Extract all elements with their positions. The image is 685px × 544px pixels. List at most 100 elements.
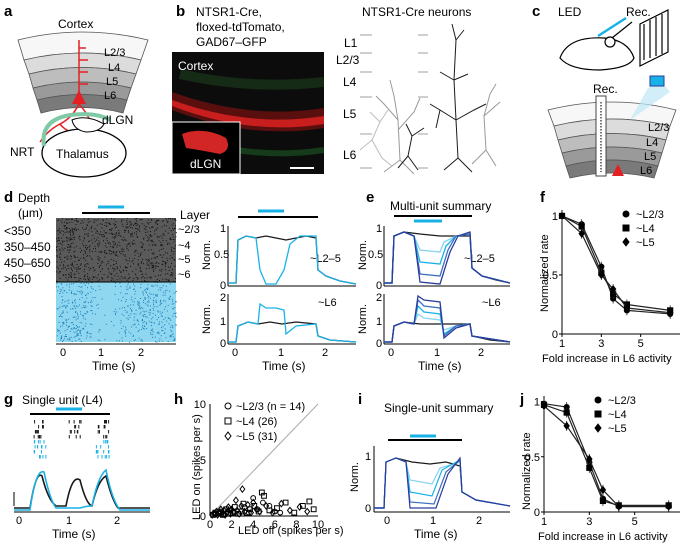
raster-spike-led [160, 300, 162, 302]
raster-spike [109, 250, 111, 252]
raster-spike [83, 265, 85, 267]
raster-spike [105, 242, 107, 244]
raster-spike [116, 251, 117, 252]
raster-spike [114, 253, 116, 255]
raster-spike [142, 247, 143, 249]
raster-spike [91, 228, 92, 229]
raster-spike-led [57, 330, 59, 332]
nrt-shell [41, 112, 111, 147]
raster-spike [66, 227, 68, 229]
raster-spike [93, 277, 95, 278]
raster-spike-led [153, 297, 155, 299]
raster-spike-led [71, 292, 72, 294]
raster-spike [67, 258, 69, 260]
c-layer-l4: L4 [646, 137, 658, 149]
raster-spike [91, 278, 93, 280]
raster-spike-led [120, 320, 122, 322]
raster-spike-led [57, 308, 59, 310]
scatter-point [306, 498, 313, 505]
raster-spike-led [87, 292, 89, 294]
raster-spike-led [170, 336, 172, 337]
raster-spike [78, 266, 80, 268]
raster-spike-led [138, 304, 140, 306]
raster-spike [113, 260, 115, 261]
raster-spike-led [125, 326, 127, 328]
raster-spike [160, 274, 162, 276]
raster-spike-led [150, 333, 152, 335]
raster-spike [140, 218, 142, 220]
raster-spike [102, 220, 104, 221]
raster-spike [145, 226, 147, 228]
raster-spike [89, 245, 91, 247]
raster-spike-led [60, 337, 62, 339]
raster-spike [98, 240, 100, 242]
raster-spike-led [171, 325, 173, 326]
raster-spike-led [61, 289, 62, 291]
raster-spike [171, 218, 173, 220]
raster-spike [169, 239, 171, 241]
raster-spike-led [146, 301, 148, 303]
raster-spike-led [139, 313, 141, 315]
raster-spike-led [61, 313, 63, 314]
raster-spike [118, 232, 120, 234]
e-bottom-legend: ~L6 [482, 297, 501, 309]
raster-spike-led [67, 338, 69, 340]
raster-spike-led [78, 286, 80, 287]
raster-spike [131, 241, 133, 243]
raster-spike-led [168, 317, 170, 319]
raster-spike [160, 244, 162, 246]
raster-spike-led [173, 313, 175, 314]
raster-spike [151, 244, 153, 246]
h-y-tick-label: 5 [200, 455, 206, 467]
raster-spike [105, 264, 107, 266]
raster-spike [93, 219, 95, 221]
raster-spike [79, 268, 81, 270]
raster-spike [94, 276, 96, 278]
raster-spike [119, 250, 121, 252]
raster-spike [56, 256, 58, 258]
raster-spike-led [169, 336, 171, 338]
raster-spike-led [173, 303, 175, 305]
thalamus-label: Thalamus [56, 147, 109, 161]
j-ylabel: Normalized rate [521, 432, 533, 510]
raster-spike [154, 245, 156, 246]
raster-spike [99, 257, 101, 259]
nrt-label: NRT [10, 145, 35, 159]
raster-spike-led [66, 311, 68, 313]
raster-spike-led [143, 328, 145, 330]
raster-spike [92, 276, 94, 278]
raster-spike-led [77, 335, 79, 336]
raster-spike-led [167, 341, 169, 342]
raster-spike-led [166, 289, 168, 291]
h-y-tick-label: 10 [194, 399, 206, 411]
raster-spike-led [119, 308, 121, 310]
raster-spike-led [73, 283, 75, 285]
raster-spike [174, 227, 176, 229]
raster-spike [168, 269, 170, 271]
raster-spike-led [136, 320, 138, 322]
raster-spike [125, 259, 127, 261]
raster-spike [116, 279, 118, 281]
raster-spike-led [170, 326, 172, 328]
raster-spike [169, 238, 171, 240]
raster-spike [171, 272, 173, 274]
raster-spike-led [175, 324, 177, 326]
raster-spike [78, 268, 79, 270]
raster-spike [167, 221, 169, 223]
raster-spike [174, 239, 176, 241]
raster-spike [151, 241, 153, 243]
raster-spike [104, 245, 106, 247]
raster-spike-led [77, 329, 79, 331]
raster-spike-led [60, 326, 61, 328]
raster-spike-led [76, 305, 78, 307]
raster-spike [58, 239, 60, 241]
raster-spike [97, 280, 99, 282]
raster-spike-led [155, 299, 157, 301]
raster-spike [120, 235, 122, 237]
raster-spike [125, 266, 127, 268]
raster-spike [146, 240, 148, 242]
raster-spike-led [148, 311, 150, 313]
d-trace-xtick-1: 1 [278, 347, 284, 359]
raster-spike-led [160, 303, 161, 305]
raster-spike [167, 242, 169, 244]
